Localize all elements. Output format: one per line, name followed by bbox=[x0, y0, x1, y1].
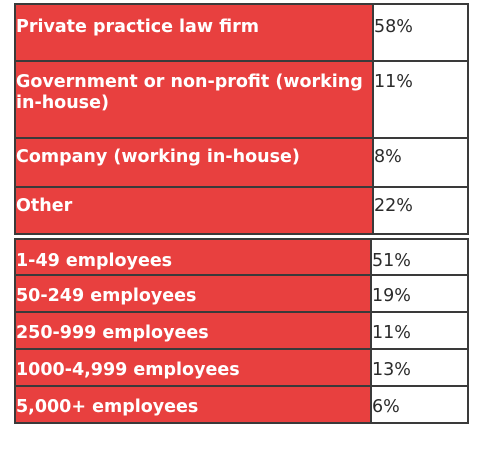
row-value: 19% bbox=[370, 274, 469, 313]
table-row: 5,000+ employees 6% bbox=[14, 385, 469, 424]
employer-size-table: 1-49 employees 51% 50-249 employees 19% … bbox=[14, 238, 469, 424]
row-value: 11% bbox=[372, 60, 469, 139]
row-label: 250-999 employees bbox=[14, 311, 372, 350]
row-value: 13% bbox=[370, 348, 469, 387]
table-row: 1-49 employees 51% bbox=[14, 238, 469, 276]
table-row: 50-249 employees 19% bbox=[14, 274, 469, 313]
table-row: 1000-4,999 employees 13% bbox=[14, 348, 469, 387]
row-label: Other bbox=[14, 186, 374, 235]
table-row: Other 22% bbox=[14, 186, 469, 235]
row-label: Private practice law firm bbox=[14, 3, 374, 62]
workplace-table: Private practice law firm 58% Government… bbox=[14, 3, 469, 235]
row-label: Government or non-profit (working in-hou… bbox=[14, 60, 374, 139]
row-label: 50-249 employees bbox=[14, 274, 372, 313]
table-row: Company (working in-house) 8% bbox=[14, 137, 469, 188]
row-label: 1000-4,999 employees bbox=[14, 348, 372, 387]
row-label: 5,000+ employees bbox=[14, 385, 372, 424]
table-row: Government or non-profit (working in-hou… bbox=[14, 60, 469, 139]
row-value: 6% bbox=[370, 385, 469, 424]
table-row: Private practice law firm 58% bbox=[14, 3, 469, 62]
row-value: 22% bbox=[372, 186, 469, 235]
row-value: 58% bbox=[372, 3, 469, 62]
row-value: 8% bbox=[372, 137, 469, 188]
row-value: 11% bbox=[370, 311, 469, 350]
table-row: 250-999 employees 11% bbox=[14, 311, 469, 350]
row-label: 1-49 employees bbox=[14, 238, 372, 276]
row-value: 51% bbox=[370, 238, 469, 276]
row-label: Company (working in-house) bbox=[14, 137, 374, 188]
